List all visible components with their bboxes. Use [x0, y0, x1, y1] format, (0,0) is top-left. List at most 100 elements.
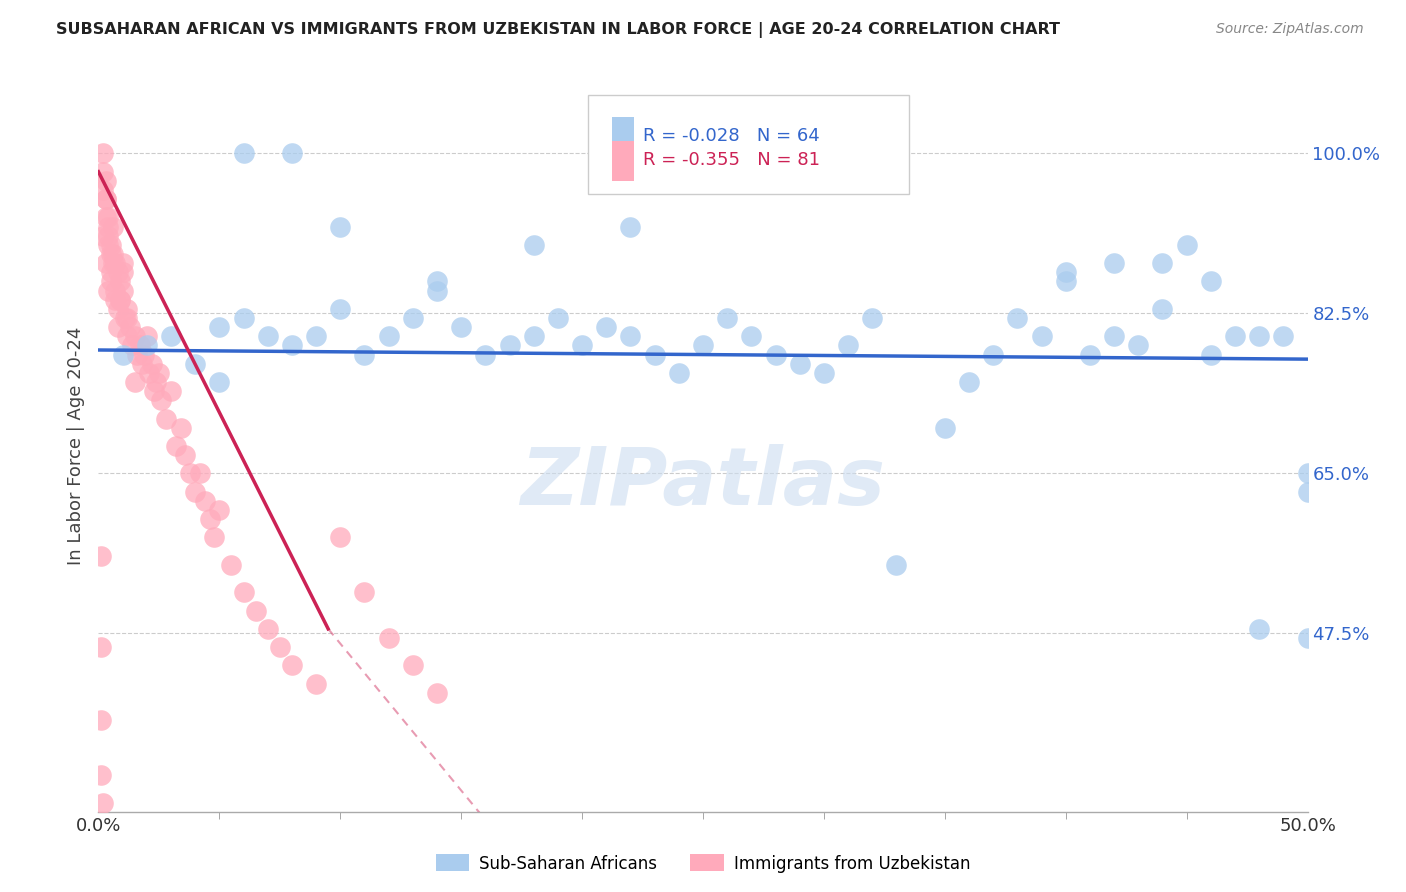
Point	[813, 366, 835, 380]
Point	[644, 347, 666, 362]
Point	[619, 219, 641, 234]
Point	[150, 393, 173, 408]
Point	[108, 293, 131, 307]
Point	[131, 357, 153, 371]
Point	[94, 256, 117, 270]
Point	[245, 603, 267, 617]
Point	[716, 311, 738, 326]
Point	[957, 375, 980, 389]
Point	[117, 329, 139, 343]
Point	[269, 640, 291, 655]
Point	[221, 558, 243, 572]
Point	[165, 439, 187, 453]
Point	[94, 192, 117, 206]
Point	[135, 329, 157, 343]
Point	[547, 311, 569, 326]
Point	[198, 512, 221, 526]
Point	[474, 347, 496, 362]
Point	[1102, 256, 1125, 270]
Point	[90, 714, 112, 728]
Point	[169, 421, 191, 435]
Point	[860, 146, 883, 161]
Point	[692, 338, 714, 352]
Point	[934, 421, 956, 435]
Point	[100, 237, 122, 252]
Point	[426, 284, 449, 298]
Point	[402, 658, 425, 673]
Point	[117, 311, 139, 326]
Point	[97, 284, 120, 298]
Point	[305, 676, 328, 690]
Point	[329, 301, 352, 316]
Point	[94, 211, 117, 225]
Point	[1152, 301, 1174, 316]
Point	[104, 256, 127, 270]
Point	[97, 219, 120, 234]
Point	[160, 384, 183, 399]
Point	[97, 228, 120, 243]
Point	[91, 164, 114, 178]
Point	[208, 320, 231, 334]
Point	[329, 530, 352, 544]
Point	[668, 366, 690, 380]
Point	[135, 338, 157, 352]
Point	[94, 174, 117, 188]
Point	[281, 338, 304, 352]
Point	[1199, 347, 1222, 362]
Point	[204, 530, 226, 544]
Point	[1128, 338, 1150, 352]
Point	[91, 183, 114, 197]
Point	[90, 640, 112, 655]
Y-axis label: In Labor Force | Age 20-24: In Labor Force | Age 20-24	[66, 326, 84, 566]
Point	[184, 484, 207, 499]
Point	[1272, 329, 1295, 343]
Point	[571, 338, 593, 352]
Point	[1078, 347, 1101, 362]
Point	[107, 301, 129, 316]
Point	[91, 228, 114, 243]
Point	[1152, 256, 1174, 270]
Point	[740, 329, 762, 343]
Point	[138, 366, 160, 380]
Point	[121, 338, 143, 352]
Point	[886, 558, 908, 572]
Point	[789, 357, 811, 371]
Point	[100, 265, 122, 279]
Point	[114, 311, 136, 326]
Point	[1296, 484, 1319, 499]
FancyBboxPatch shape	[613, 117, 634, 157]
Text: ZIPatlas: ZIPatlas	[520, 443, 886, 522]
Point	[1031, 329, 1053, 343]
Point	[97, 237, 120, 252]
Point	[1296, 467, 1319, 481]
Point	[595, 320, 617, 334]
Text: SUBSAHARAN AFRICAN VS IMMIGRANTS FROM UZBEKISTAN IN LABOR FORCE | AGE 20-24 CORR: SUBSAHARAN AFRICAN VS IMMIGRANTS FROM UZ…	[56, 22, 1060, 38]
Point	[1199, 275, 1222, 289]
Point	[1054, 275, 1077, 289]
Point	[148, 366, 170, 380]
Point	[498, 338, 520, 352]
Point	[256, 329, 278, 343]
Point	[101, 256, 124, 270]
FancyBboxPatch shape	[588, 95, 908, 194]
FancyBboxPatch shape	[613, 141, 634, 181]
Point	[179, 467, 201, 481]
Point	[108, 275, 131, 289]
Point	[100, 275, 122, 289]
Point	[765, 347, 787, 362]
Point	[281, 146, 304, 161]
Point	[127, 347, 149, 362]
Point	[426, 686, 449, 700]
Point	[353, 585, 375, 599]
Point	[1175, 237, 1198, 252]
Point	[426, 275, 449, 289]
Point	[90, 549, 112, 563]
Point	[104, 284, 127, 298]
Point	[174, 448, 197, 462]
Point	[124, 375, 146, 389]
Text: R = -0.028   N = 64: R = -0.028 N = 64	[643, 127, 820, 145]
Point	[184, 357, 207, 371]
Point	[90, 768, 112, 782]
Text: Source: ZipAtlas.com: Source: ZipAtlas.com	[1216, 22, 1364, 37]
Point	[111, 265, 134, 279]
